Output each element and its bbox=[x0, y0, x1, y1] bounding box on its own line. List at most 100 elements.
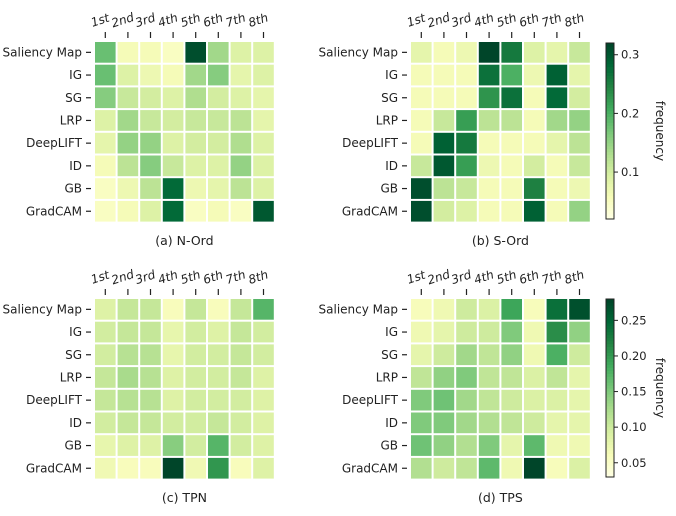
heatmap-cell bbox=[456, 412, 477, 434]
colorbar-tick-label: 0.1 bbox=[621, 165, 639, 179]
col-label: 5th bbox=[179, 10, 202, 29]
heatmap-cell bbox=[140, 344, 161, 366]
colorbar-segment bbox=[606, 72, 614, 76]
heatmap-cell bbox=[230, 42, 252, 63]
heatmap-cell bbox=[501, 87, 522, 109]
colorbar-segment bbox=[606, 213, 614, 217]
row-label: IG bbox=[69, 68, 82, 82]
col-label: 5th bbox=[495, 10, 518, 29]
heatmap-cell bbox=[162, 344, 184, 366]
colorbar-tick-label: 0.20 bbox=[621, 349, 647, 363]
col-label: 4th bbox=[472, 267, 495, 286]
heatmap-cell bbox=[456, 155, 477, 177]
heatmap-panel-2: Saliency Map IG SG LRP DeepLIFT ID GB GradCAM 1s… bbox=[319, 10, 667, 248]
heatmap-cell bbox=[433, 321, 455, 343]
heatmap-cell bbox=[162, 42, 184, 63]
heatmap-cell bbox=[253, 42, 274, 63]
colorbar-segment bbox=[606, 453, 614, 457]
colorbar-segment bbox=[606, 382, 614, 386]
heatmap-cell bbox=[253, 435, 274, 456]
heatmap-cell bbox=[478, 299, 500, 320]
colorbar-segment bbox=[606, 54, 614, 59]
heatmap-cell bbox=[162, 64, 184, 86]
heatmap-cell bbox=[162, 389, 184, 411]
heatmap-cell bbox=[524, 435, 545, 456]
colorbar-segment bbox=[606, 60, 614, 65]
heatmap-cell bbox=[411, 132, 432, 154]
heatmap-cell bbox=[501, 435, 522, 456]
heatmap-cell bbox=[501, 412, 522, 434]
heatmap-cell bbox=[411, 299, 432, 320]
heatmap-cell bbox=[456, 435, 477, 456]
heatmap-cell bbox=[501, 178, 522, 199]
row-label: LRP bbox=[376, 113, 398, 127]
heatmap-cell bbox=[411, 367, 432, 388]
heatmap-cell bbox=[569, 132, 590, 154]
colorbar-segment bbox=[606, 343, 614, 348]
heatmap-cell bbox=[569, 42, 590, 63]
heatmap-cell bbox=[117, 64, 139, 86]
col-label: 8th bbox=[563, 10, 586, 29]
colorbar-segment bbox=[606, 465, 614, 469]
heatmap-cell bbox=[569, 299, 590, 320]
heatmap-cell bbox=[433, 457, 455, 479]
heatmap-cell bbox=[230, 155, 252, 177]
heatmap-cell bbox=[95, 178, 116, 199]
heatmap-cell bbox=[117, 132, 139, 154]
heatmap-cell bbox=[208, 42, 229, 63]
heatmap-cell bbox=[411, 389, 432, 411]
heatmap-cell bbox=[140, 299, 161, 320]
colorbar-segment bbox=[606, 411, 614, 416]
heatmap-cell bbox=[501, 155, 522, 177]
heatmap-cell bbox=[185, 42, 206, 63]
heatmap-cell bbox=[95, 344, 116, 366]
heatmap-cell bbox=[411, 344, 432, 366]
colorbar-segment bbox=[606, 340, 614, 345]
heatmap-cell bbox=[117, 299, 139, 320]
heatmap-cell bbox=[230, 412, 252, 434]
colorbar-segment bbox=[606, 441, 614, 445]
heatmap-cell bbox=[208, 367, 229, 388]
heatmap-cell bbox=[162, 178, 184, 199]
colorbar-segment bbox=[606, 337, 614, 342]
colorbar-segment bbox=[606, 81, 614, 85]
heatmap-cell bbox=[478, 321, 500, 343]
heatmap-cell bbox=[524, 155, 545, 177]
row-label: SG bbox=[65, 91, 82, 105]
row-label: ID bbox=[385, 159, 398, 173]
colorbar-segment bbox=[606, 89, 614, 94]
row-label: SG bbox=[381, 348, 398, 362]
colorbar-segment bbox=[606, 334, 614, 339]
colorbar-segment bbox=[606, 177, 614, 182]
panel-caption: (d) TPS bbox=[478, 490, 523, 505]
colorbar-segment bbox=[606, 116, 614, 120]
heatmap-cell bbox=[185, 321, 206, 343]
colorbar-segment bbox=[606, 426, 614, 431]
colorbar-segment bbox=[606, 310, 614, 315]
row-label: IG bbox=[69, 325, 82, 339]
colorbar-segment bbox=[606, 131, 614, 135]
heatmap-cell bbox=[501, 64, 522, 86]
colorbar-segment bbox=[606, 355, 614, 359]
colorbar: 0.05 0.10 0.15 0.20 0.25 frequency bbox=[605, 298, 667, 478]
col-label: 4th bbox=[472, 10, 495, 29]
colorbar-segment bbox=[606, 151, 614, 156]
heatmap-cell bbox=[524, 299, 545, 320]
heatmap-cell bbox=[185, 389, 206, 411]
heatmap-cell bbox=[501, 200, 522, 222]
heatmap-cell bbox=[433, 87, 455, 109]
colorbar-segment bbox=[606, 370, 614, 374]
heatmap-cell bbox=[162, 87, 184, 109]
heatmap-cell bbox=[117, 110, 139, 131]
heatmap-cell bbox=[546, 155, 568, 177]
colorbar-segment bbox=[606, 204, 614, 208]
panel-caption: (a) N-Ord bbox=[155, 233, 213, 248]
row-label: ID bbox=[69, 416, 82, 430]
heatmap-panel-1: Saliency Map IG SG LRP DeepLIFT ID GB GradCAM 1s… bbox=[3, 10, 274, 248]
col-label: 1st bbox=[405, 10, 428, 29]
heatmap-cell bbox=[253, 200, 274, 222]
heatmap-cell bbox=[546, 110, 568, 131]
heatmap-cell bbox=[230, 389, 252, 411]
heatmap-cell bbox=[117, 178, 139, 199]
heatmap-cell bbox=[478, 412, 500, 434]
